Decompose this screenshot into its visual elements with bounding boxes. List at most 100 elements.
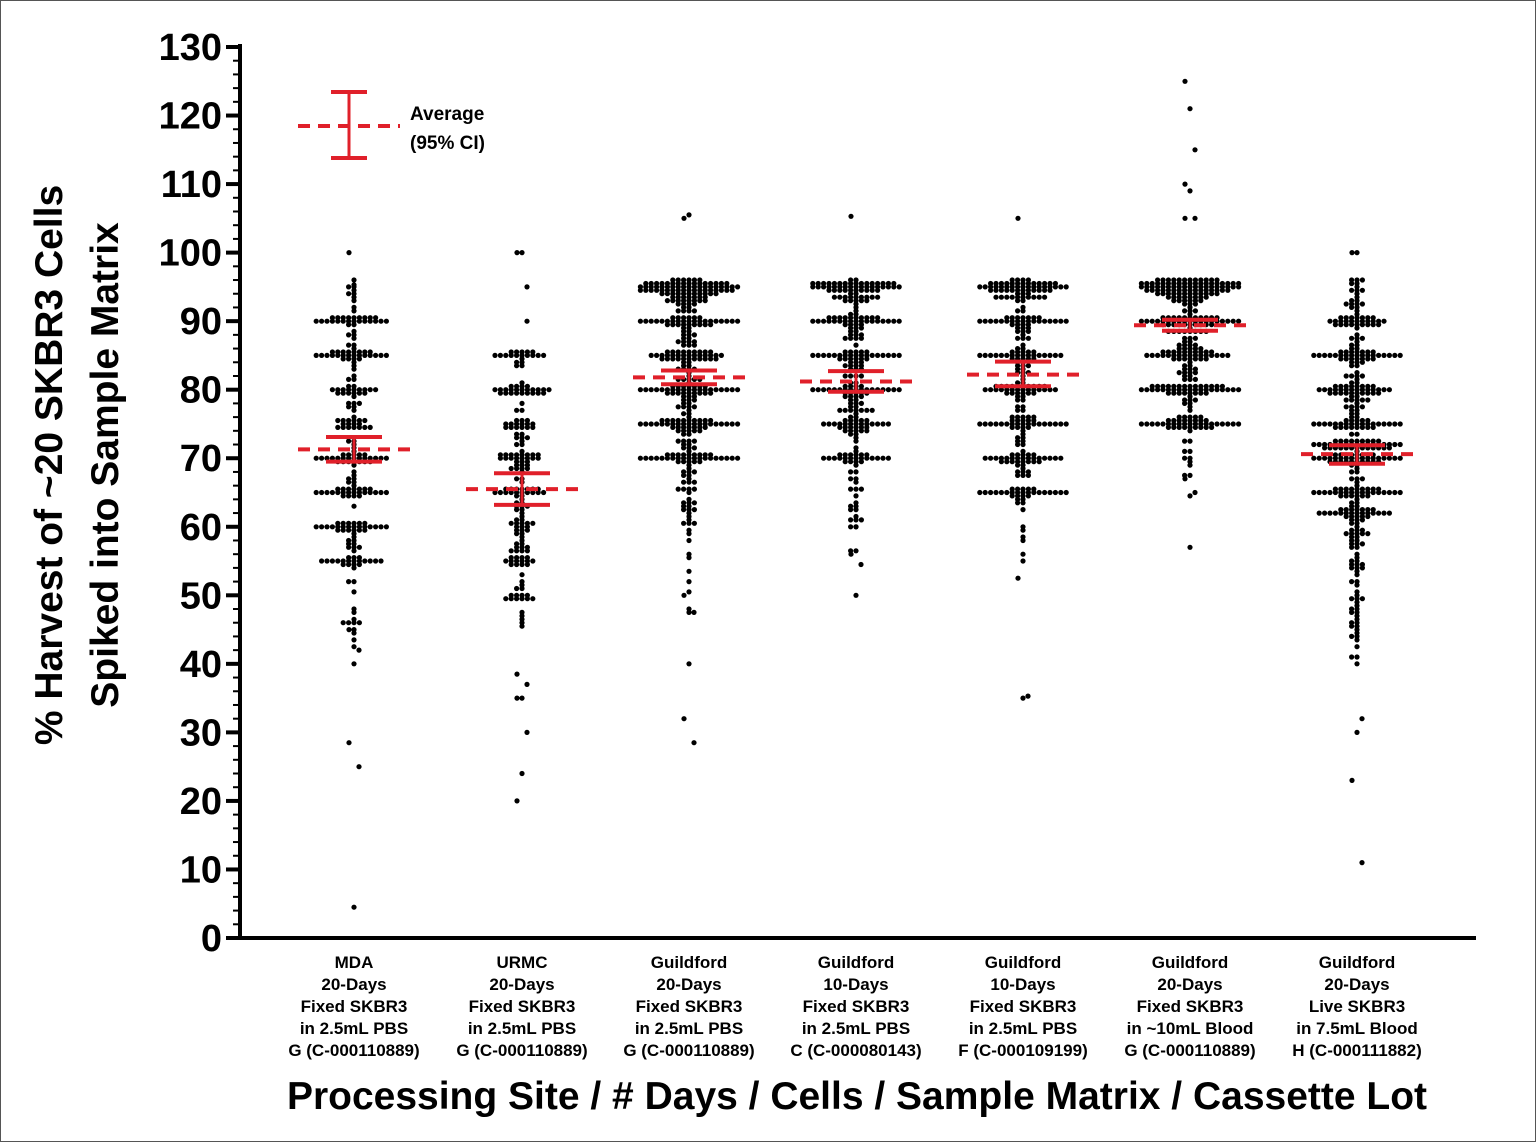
data-point [853,500,859,506]
data-point [1203,287,1209,293]
data-point [1354,654,1360,660]
data-point [1025,322,1031,328]
data-point [497,390,503,396]
data-point [519,438,525,444]
data-point [875,280,881,287]
data-point [530,520,536,526]
data-point [1160,349,1166,355]
data-point [718,352,725,358]
data-point [351,548,357,554]
data-point [691,280,698,287]
data-point [1359,322,1365,328]
data-point [1182,363,1188,369]
data-point [1052,455,1058,461]
data-point [681,716,687,722]
data-point [842,294,848,300]
data-point [637,455,644,461]
data-point [643,455,649,461]
data-point [1343,383,1349,389]
data-point [1359,315,1365,321]
data-point [503,452,509,458]
data-point [1349,486,1355,492]
data-point [686,390,692,396]
data-point [848,373,854,379]
data-point [702,280,708,287]
data-point [335,417,341,424]
data-point [675,308,681,314]
data-point [1354,596,1360,602]
x-category-label: Guildford 20-Days Fixed SKBR3 in ~10mL Bloo… [1124,953,1255,1060]
data-point [1349,424,1355,430]
data-point [821,318,827,324]
data-point [1182,438,1188,444]
x-category-label: URMC 20-Days Fixed SKBR3 in 2.5mL PBS G (C-0… [456,953,587,1060]
data-point [1354,404,1360,410]
data-point [1209,424,1215,430]
data-point [1349,431,1355,437]
data-point [1149,421,1155,427]
data-point [519,548,525,554]
data-point [869,421,875,427]
data-point [1376,438,1382,444]
data-point [340,417,346,424]
data-point [1025,294,1031,300]
data-point [681,592,687,598]
data-point [383,489,389,496]
data-point [351,282,357,288]
data-point [519,424,525,430]
data-point [1171,390,1177,396]
data-point [675,424,681,430]
data-point [853,342,859,348]
data-point [351,609,357,616]
mean-ci-marker [466,471,578,507]
data-point [1187,335,1193,341]
data-point [702,349,708,355]
data-point [1165,390,1171,396]
data-point [1230,280,1236,287]
data-point [383,455,389,461]
data-point [1025,335,1031,341]
data-point [1236,387,1242,393]
data-point [508,596,514,602]
data-point [681,356,687,362]
data-point [831,352,838,358]
data-point [1031,452,1037,458]
data-point [1316,421,1322,427]
data-point [1176,424,1182,430]
data-point [853,513,859,520]
data-point [691,500,698,506]
data-point [1343,397,1349,403]
data-point [896,352,902,358]
data-point [324,455,330,461]
data-point [1155,421,1161,427]
data-point [837,356,843,362]
data-point [1349,534,1355,540]
x-category-label: Guildford 10-Days Fixed SKBR3 in 2.5mL PBS F… [958,953,1087,1060]
data-point [858,315,865,321]
data-point [1020,459,1026,465]
data-point [1176,390,1182,396]
data-point [848,280,854,287]
data-point [1187,106,1193,112]
data-point [1338,383,1344,389]
data-point [340,520,346,526]
data-point [351,520,357,526]
data-point [1349,513,1355,520]
data-point [514,476,520,482]
data-point [1354,335,1360,341]
data-point [1020,315,1026,321]
data-point [648,287,654,293]
data-point [514,548,520,554]
data-point [848,315,854,321]
data-point [1354,661,1360,667]
data-point [1171,287,1177,293]
data-point [853,469,859,475]
data-point [1020,280,1026,287]
data-point [724,318,730,324]
data-point [351,472,357,478]
data-point [686,555,692,561]
data-point [1015,363,1021,369]
data-point [1047,387,1053,393]
data-point [1015,294,1021,300]
data-point [1138,421,1144,427]
